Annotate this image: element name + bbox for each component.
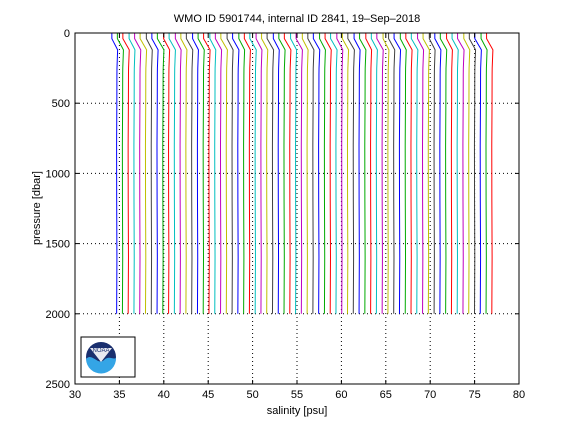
x-tick-labels: 30 35 40 45 50 55 60 65 70 75 80 [69, 389, 525, 401]
profile-line [486, 33, 494, 314]
profile-line [428, 33, 436, 314]
profile-line [220, 33, 228, 314]
x-tick-label: 45 [202, 389, 214, 401]
profile-line [312, 33, 321, 314]
profile-line [393, 33, 402, 314]
axes [74, 32, 520, 385]
x-tick-label: 40 [158, 389, 170, 401]
profile-line [307, 33, 315, 314]
profile-line [283, 33, 292, 314]
profile-line [238, 33, 246, 314]
profile-line [134, 33, 142, 314]
profile-line [446, 33, 453, 314]
noaa-logo: NOAA [80, 336, 136, 378]
profile-line [290, 33, 298, 314]
profile-line [163, 33, 171, 314]
profile-line [410, 33, 419, 314]
logo-bird [90, 348, 112, 362]
profile-line [243, 33, 251, 314]
profile-line [214, 33, 223, 314]
x-tick-label: 50 [246, 389, 258, 401]
profile-line [457, 33, 465, 314]
profile-line [347, 33, 355, 314]
profile-line [226, 33, 234, 314]
x-tick-label: 55 [291, 389, 303, 401]
profile-line [434, 33, 442, 314]
profile-line [353, 33, 361, 314]
profile-line [255, 33, 263, 314]
profile-line [365, 33, 373, 314]
profile-line [266, 33, 275, 314]
profile-line [249, 33, 257, 314]
profile-line [474, 33, 482, 314]
profile-line [232, 33, 240, 314]
profile-line [468, 33, 477, 314]
profile-line [111, 33, 119, 314]
profile-lines [111, 33, 494, 314]
profile-line [180, 33, 188, 314]
logo-text: NOAA [92, 348, 109, 354]
profile-line [192, 33, 199, 314]
profile-line [168, 33, 176, 314]
y-axis-label: pressure [dbar] [31, 171, 43, 245]
profile-line [174, 33, 182, 314]
profile-line [359, 33, 367, 314]
profile-line [278, 33, 286, 314]
profile-line [336, 33, 344, 314]
chart-title: WMO ID 5901744, internal ID 2841, 19–Sep… [174, 13, 420, 25]
profile-line [203, 33, 211, 314]
x-tick-label: 65 [380, 389, 392, 401]
profile-line [324, 33, 332, 314]
profile-line [197, 33, 205, 314]
profile-line [319, 33, 326, 314]
profile-line [382, 33, 390, 314]
x-axis-label: salinity [psu] [267, 405, 328, 417]
profile-line [330, 33, 338, 314]
grid-lines [75, 33, 519, 384]
profile-line [451, 33, 459, 314]
profile-line [209, 33, 217, 314]
profile-line [480, 33, 488, 314]
profile-line [295, 33, 303, 314]
y-tick-labels: 0 500 1000 1500 2000 2500 [46, 28, 70, 391]
profile-line [399, 33, 407, 314]
profile-line [370, 33, 378, 314]
profile-line [122, 33, 130, 314]
x-tick-label: 30 [69, 389, 81, 401]
profile-line [145, 33, 153, 314]
profile-line [301, 33, 309, 314]
profile-line [463, 33, 471, 314]
profile-line [128, 33, 136, 314]
profile-line [116, 33, 124, 314]
y-tick-label: 2000 [46, 309, 70, 321]
profile-line [341, 33, 350, 314]
profile-line [185, 33, 194, 314]
profile-line [156, 33, 165, 314]
x-tick-label: 35 [113, 389, 125, 401]
x-tick-label: 70 [424, 389, 436, 401]
profile-line [405, 33, 413, 314]
x-tick-label: 60 [335, 389, 347, 401]
profile-line [417, 33, 425, 314]
x-tick-label: 75 [468, 389, 480, 401]
profile-line [261, 33, 269, 314]
profile-line [439, 33, 448, 314]
profile-line [376, 33, 384, 314]
profile-line [422, 33, 430, 314]
profile-line [272, 33, 280, 314]
y-tick-label: 1500 [46, 239, 70, 251]
profile-line [151, 33, 159, 314]
profile-line [139, 33, 148, 314]
y-tick-label: 0 [64, 28, 70, 40]
y-tick-label: 2500 [46, 379, 70, 391]
logo-wave [86, 356, 117, 374]
y-tick-label: 500 [52, 98, 70, 110]
x-tick-label: 80 [513, 389, 525, 401]
profile-line [388, 33, 396, 314]
y-tick-label: 1000 [46, 168, 70, 180]
